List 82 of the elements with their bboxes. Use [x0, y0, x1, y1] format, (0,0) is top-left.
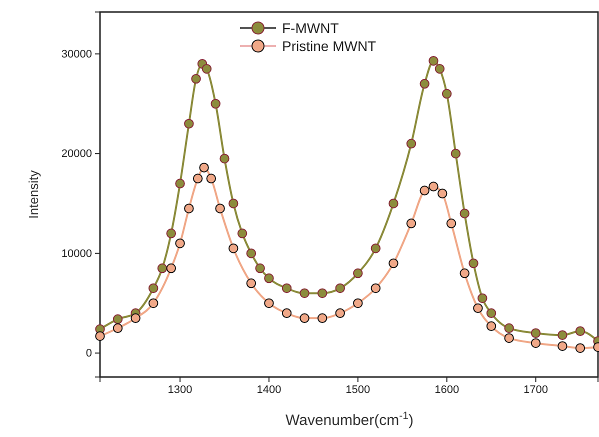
legend-label: F-MWNT [282, 20, 340, 36]
point [184, 204, 194, 214]
point [215, 204, 225, 214]
point [206, 174, 216, 184]
point [504, 323, 514, 333]
point [558, 330, 568, 340]
point [166, 263, 176, 274]
point [450, 148, 461, 158]
point [199, 162, 209, 172]
point [175, 178, 185, 188]
point [246, 248, 256, 258]
point [264, 273, 274, 284]
x-tick-label: 1300 [168, 384, 192, 396]
point [434, 64, 445, 74]
point [575, 326, 586, 336]
point [255, 263, 265, 274]
point [370, 243, 381, 254]
point [264, 298, 274, 308]
point [420, 78, 430, 89]
point [228, 243, 238, 254]
point [335, 283, 345, 294]
point [353, 268, 363, 278]
point [353, 298, 363, 308]
point [486, 308, 496, 318]
point [300, 313, 310, 324]
point [388, 258, 398, 268]
point [442, 88, 452, 99]
y-axis-title: Intensity [26, 170, 41, 219]
point [530, 338, 541, 348]
point [406, 218, 416, 228]
point [575, 343, 586, 353]
point [317, 313, 328, 324]
point [282, 308, 292, 318]
y-tick-label: 10000 [61, 248, 92, 260]
point [220, 154, 230, 164]
point [388, 198, 398, 208]
point [530, 328, 541, 338]
point [228, 198, 238, 208]
point [300, 288, 310, 298]
point [428, 182, 438, 192]
point [446, 218, 456, 228]
point [486, 321, 496, 331]
point [370, 283, 381, 294]
point [282, 283, 292, 294]
point [210, 98, 220, 109]
point [202, 64, 212, 74]
point [468, 258, 478, 268]
x-tick-label: 1600 [434, 384, 460, 396]
point [478, 293, 488, 304]
point [175, 238, 185, 248]
point [148, 298, 158, 308]
point [420, 186, 430, 196]
point [428, 56, 438, 66]
point [112, 323, 123, 333]
x-tick-label: 1500 [346, 384, 370, 396]
point [460, 268, 470, 278]
point [157, 263, 168, 274]
legend-label: Pristine MWNT [282, 38, 377, 54]
point [473, 303, 483, 314]
point [335, 308, 345, 318]
point [504, 333, 514, 343]
x-tick-label: 1400 [256, 384, 282, 396]
point [460, 208, 470, 218]
y-tick-label: 0 [86, 348, 92, 360]
point [148, 283, 158, 294]
point [95, 331, 105, 341]
point [438, 188, 448, 198]
x-axis-title: Wavenumber(cm$^{-1}$) [286, 410, 414, 429]
point [406, 138, 416, 148]
x-tick-label: 1700 [524, 384, 548, 396]
point [192, 174, 203, 184]
y-tick-label: 30000 [61, 48, 92, 60]
point [317, 288, 328, 298]
point [166, 228, 176, 238]
point [184, 118, 194, 129]
point [112, 314, 123, 324]
point [130, 313, 140, 324]
point [191, 74, 201, 84]
point [237, 228, 248, 238]
point [246, 278, 256, 288]
point [558, 341, 568, 351]
y-tick-label: 20000 [61, 148, 92, 160]
